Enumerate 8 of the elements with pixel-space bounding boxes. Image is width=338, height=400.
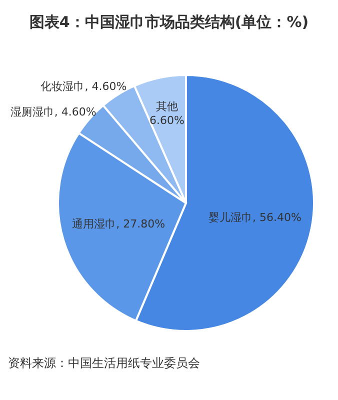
slice-label: 通用湿巾, 27.80%	[72, 217, 166, 230]
slice-label: 化妆湿巾, 4.60%	[40, 80, 127, 93]
text: 资料来源：中国生活用纸专业委员会	[8, 356, 200, 370]
chart-title: 图表4：中国湿巾市场品类结构(单位：%)	[29, 13, 309, 31]
slice-label: 其他	[156, 100, 178, 113]
slice-label: 湿厕湿巾, 4.60%	[10, 106, 96, 119]
data-label: 6.60%	[150, 114, 185, 127]
slice-label: 婴儿湿巾, 56.40%	[208, 211, 302, 224]
